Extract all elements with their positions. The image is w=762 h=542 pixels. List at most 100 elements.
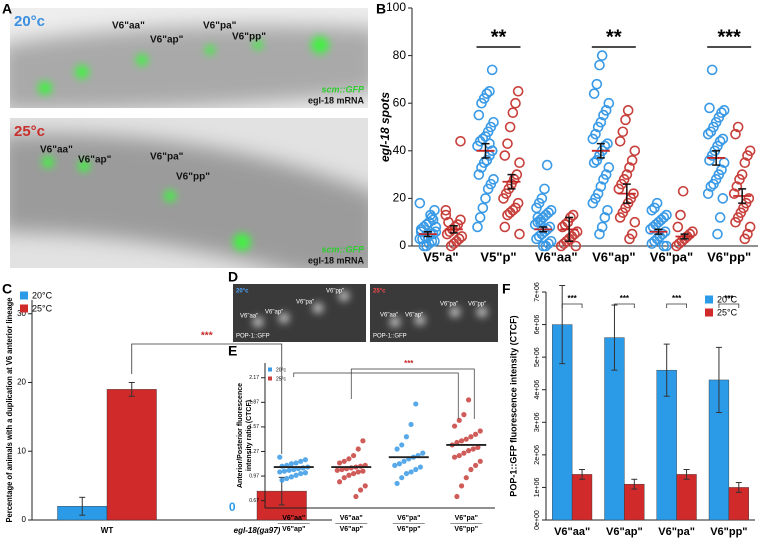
data-point xyxy=(714,212,726,223)
data-point xyxy=(430,221,442,233)
significance-label: *** xyxy=(717,26,741,48)
data-point xyxy=(476,162,487,173)
data-point xyxy=(413,401,419,407)
data-point xyxy=(470,446,476,452)
data-point xyxy=(463,436,469,442)
data-point xyxy=(445,240,457,252)
data-point xyxy=(417,464,424,470)
cell-label: V6"aa" xyxy=(240,314,258,320)
marker-label: scm::GFP xyxy=(321,244,365,254)
data-point xyxy=(403,470,410,477)
panel-letter: E xyxy=(228,343,237,359)
data-point xyxy=(704,102,715,114)
data-point xyxy=(355,446,361,452)
panel-letter: B xyxy=(376,1,386,17)
y-tick-label: 1.87 xyxy=(249,400,259,406)
data-point xyxy=(403,434,410,440)
legend-label: 25°C xyxy=(717,307,738,317)
significance-label: *** xyxy=(724,294,734,303)
data-point xyxy=(394,480,400,487)
y-tick-label: 2e+06 xyxy=(534,445,541,465)
data-point xyxy=(629,216,641,228)
data-point xyxy=(717,193,729,204)
cell-label: V6"ap" xyxy=(150,35,184,46)
data-point xyxy=(649,235,660,247)
data-point xyxy=(486,64,498,76)
data-point xyxy=(732,121,744,133)
cell-label: V6"aa" xyxy=(40,145,73,156)
data-point xyxy=(360,438,366,444)
y-tick-label: 0e+00 xyxy=(534,510,541,530)
x-tick-label: V6"ap" xyxy=(606,526,643,538)
probe-label: egl-18 mRNA xyxy=(308,255,365,265)
legend-label: 25°c xyxy=(276,376,287,382)
cell-label: V6"pp" xyxy=(326,289,344,295)
data-point xyxy=(620,114,631,126)
data-point xyxy=(458,483,465,489)
y-tick-label: 100 xyxy=(386,0,406,14)
significance-bracket xyxy=(614,303,635,308)
data-point xyxy=(425,209,436,221)
data-point xyxy=(302,457,309,463)
data-point xyxy=(629,145,641,157)
y-axis-label: Anterior/Posterior fluorescence xyxy=(237,383,244,488)
data-point xyxy=(481,155,493,166)
y-axis-label: POP-1::GFP fluorescence intensity (CTCF) xyxy=(508,315,518,496)
data-point xyxy=(706,64,718,76)
data-point xyxy=(357,487,364,493)
data-point xyxy=(599,212,611,223)
data-point xyxy=(302,470,309,476)
x-tick-label: V6"pa" xyxy=(658,526,695,538)
data-point xyxy=(279,477,285,483)
data-point xyxy=(480,193,491,204)
y-tick-label: 6e+06 xyxy=(534,315,541,335)
data-point xyxy=(594,228,605,240)
data-point xyxy=(624,162,635,173)
data-point xyxy=(603,162,615,173)
legend-swatch xyxy=(705,308,713,317)
temperature-label: 20°c xyxy=(14,13,45,30)
data-point xyxy=(614,135,626,147)
data-point xyxy=(461,412,467,418)
data-point xyxy=(360,468,366,474)
data-point xyxy=(507,107,519,119)
legend-label: 25°C xyxy=(32,303,53,313)
data-point xyxy=(353,493,359,500)
significance-bracket xyxy=(718,303,740,308)
data-point xyxy=(646,205,658,216)
data-point xyxy=(626,155,638,166)
data-point xyxy=(293,472,299,478)
significance-label: ** xyxy=(606,26,622,48)
data-point xyxy=(596,50,608,61)
data-point xyxy=(341,475,347,481)
data-point xyxy=(334,467,340,473)
data-point xyxy=(420,450,426,456)
data-point xyxy=(394,446,400,452)
data-point xyxy=(514,157,525,168)
data-point xyxy=(408,469,414,475)
x-tick-label: V6"ap" xyxy=(592,249,635,264)
bar xyxy=(571,474,593,521)
marker-label: POP-1::GFP xyxy=(373,334,407,340)
x-tick-label: V6"pa" xyxy=(455,515,478,522)
x-tick-label: V5"p" xyxy=(480,249,516,264)
data-point xyxy=(598,109,609,121)
cell-label: V6"aa" xyxy=(380,313,398,319)
cell-label: V6"pa" xyxy=(150,152,184,163)
y-tick-label: 1e+06 xyxy=(534,477,541,497)
data-point xyxy=(602,205,613,216)
cell-label: V6"pp" xyxy=(468,302,486,308)
x-tick-label: V6"aa" xyxy=(535,249,578,264)
data-point xyxy=(477,428,483,434)
data-point xyxy=(293,460,299,466)
data-point xyxy=(712,228,723,240)
micrograph-d-right xyxy=(370,284,498,342)
data-point xyxy=(408,421,414,428)
data-point xyxy=(443,216,454,228)
panel-letter: D xyxy=(228,269,238,285)
x-tick-label: V6"pp" xyxy=(454,526,478,533)
panel-letter: F xyxy=(502,281,511,297)
cell-label: V6"pa" xyxy=(440,302,458,308)
micrograph-top xyxy=(10,8,368,108)
bar xyxy=(676,474,697,521)
